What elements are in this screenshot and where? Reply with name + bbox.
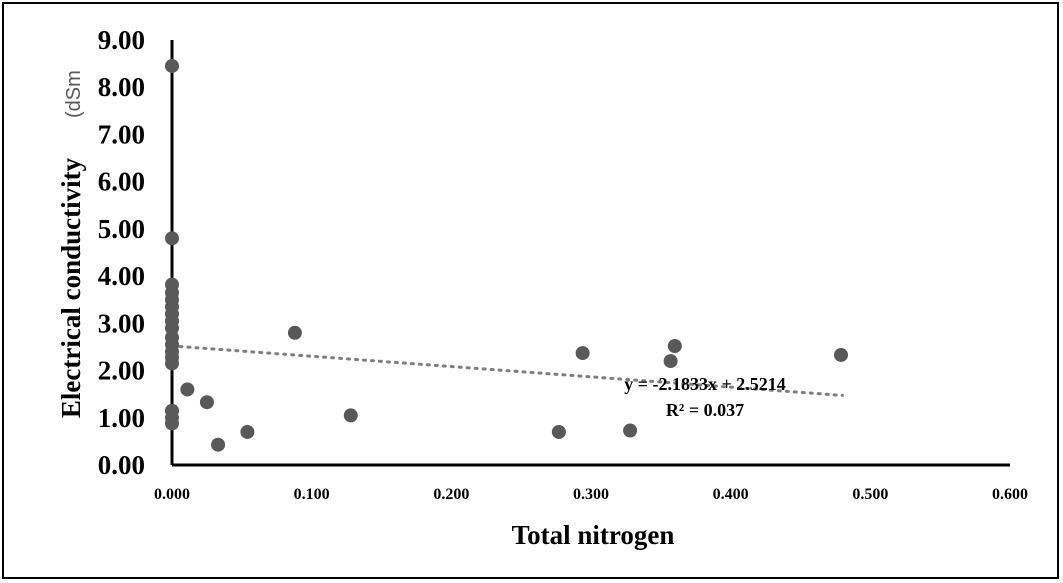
data-point: [551, 424, 566, 439]
x-tick-label: 0.100: [294, 486, 330, 503]
data-point: [343, 408, 358, 423]
data-point: [180, 382, 195, 397]
y-axis-unit: (dSm: [63, 70, 85, 118]
data-point: [199, 395, 214, 410]
y-axis-title: Electrical conductivity: [56, 157, 86, 418]
data-point: [834, 347, 849, 362]
x-tick-label: 0.400: [713, 486, 749, 503]
y-tick-label: 0.00: [98, 450, 145, 480]
data-point: [211, 437, 226, 452]
data-point: [165, 356, 179, 371]
data-point: [165, 58, 179, 73]
x-tick-label: 0.600: [992, 486, 1028, 503]
data-point: [165, 416, 179, 431]
y-tick-labels: 0.00 1.00 2.00 3.00 4.00 5.00 6.00 7.00 8.00 9.00: [98, 25, 145, 480]
trendline-r-squared: R² = 0.037: [666, 400, 744, 420]
data-point: [667, 339, 682, 353]
x-tick-labels: 0.000 0.100 0.200 0.300 0.400 0.500 0.600: [154, 486, 1028, 503]
trendline: [170, 344, 844, 397]
x-tick-label: 0.500: [852, 486, 888, 503]
data-points: [165, 58, 849, 452]
y-tick-label: 5.00: [98, 214, 145, 244]
y-axis-title-group: Electrical conductivity (dSm: [56, 70, 86, 418]
data-point: [165, 231, 179, 246]
y-tick-label: 3.00: [98, 308, 145, 338]
data-point: [623, 423, 638, 438]
data-point: [575, 346, 590, 361]
y-tick-label: 7.00: [98, 119, 145, 149]
trendline-equation: y = -2.1833x + 2.5214: [624, 374, 786, 394]
y-tick-label: 2.00: [98, 356, 145, 386]
x-tick-label: 0.000: [154, 486, 190, 503]
y-tick-label: 9.00: [98, 25, 145, 55]
x-axis-title: Total nitrogen: [512, 520, 675, 550]
data-point: [287, 325, 302, 340]
x-tick-label: 0.200: [433, 486, 469, 503]
data-point: [240, 424, 255, 439]
y-tick-label: 1.00: [98, 403, 145, 433]
y-tick-label: 4.00: [98, 261, 145, 291]
x-tick-label: 0.300: [573, 486, 609, 503]
y-tick-label: 6.00: [98, 167, 145, 197]
y-tick-label: 8.00: [98, 72, 145, 102]
data-point: [663, 354, 678, 369]
